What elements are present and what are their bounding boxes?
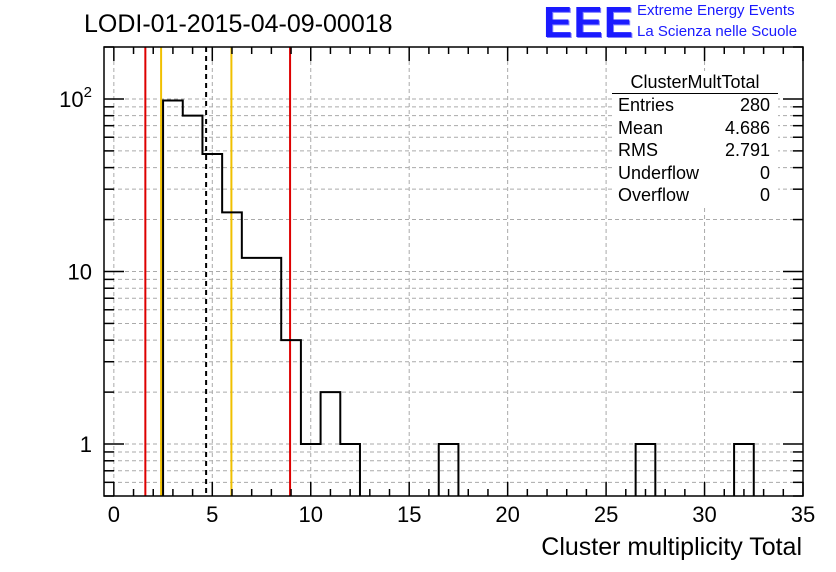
stats-value: 0	[759, 162, 770, 183]
stats-label: RMS	[618, 140, 658, 160]
y-tick-base: 1	[80, 432, 92, 457]
x-tick-label: 15	[397, 502, 421, 527]
page-title: LODI-01-2015-04-09-00018	[84, 10, 393, 38]
marker-lines	[144, 47, 292, 496]
histogram-outline	[162, 99, 755, 496]
x-tick-label: 25	[594, 502, 618, 527]
stats-label: Entries	[618, 95, 675, 115]
y-tick-base: 10	[59, 87, 83, 112]
stats-row-entries: Entries 280	[612, 94, 778, 117]
x-tick-label: 20	[495, 502, 519, 527]
stats-row-overflow: Overflow 0	[612, 184, 778, 207]
stats-value: 280	[739, 95, 770, 115]
y-tick-label: 102	[59, 84, 92, 112]
y-tick-label: 1	[80, 432, 92, 457]
stats-label: Underflow	[618, 162, 700, 183]
y-tick-exponent: 2	[84, 84, 92, 101]
eee-logo: EEE Extreme Energy Events La Scienza nel…	[543, 0, 833, 47]
logo-line-2: La Scienza nelle Scuole	[637, 23, 798, 40]
stats-label: Mean	[618, 117, 664, 138]
stats-title: ClusterMultTotal	[612, 71, 778, 94]
y-tick-label: 10	[68, 260, 92, 285]
x-axis-label: Cluster multiplicity Total	[541, 533, 802, 561]
logo-mark: EEE	[543, 0, 635, 47]
x-tick-label: 35	[791, 502, 815, 527]
x-tick-label: 10	[299, 502, 323, 527]
logo-line-1: Extreme Energy Events	[637, 2, 795, 19]
stats-value: 2.791	[724, 140, 770, 160]
stats-row-underflow: Underflow 0	[612, 162, 778, 185]
stats-row-rms: RMS 2.791	[612, 139, 778, 162]
stats-value: 4.686	[724, 117, 770, 138]
x-tick-label: 0	[108, 502, 120, 527]
stats-label: Overflow	[618, 185, 690, 205]
x-tick-label: 5	[206, 502, 218, 527]
axis-ticks	[104, 46, 804, 497]
stats-value: 0	[759, 185, 770, 205]
stats-row-mean: Mean 4.686	[612, 117, 778, 140]
stats-box: ClusterMultTotal Entries 280 Mean 4.686 …	[612, 71, 778, 207]
x-tick-label: 30	[692, 502, 716, 527]
y-tick-base: 10	[68, 260, 92, 285]
